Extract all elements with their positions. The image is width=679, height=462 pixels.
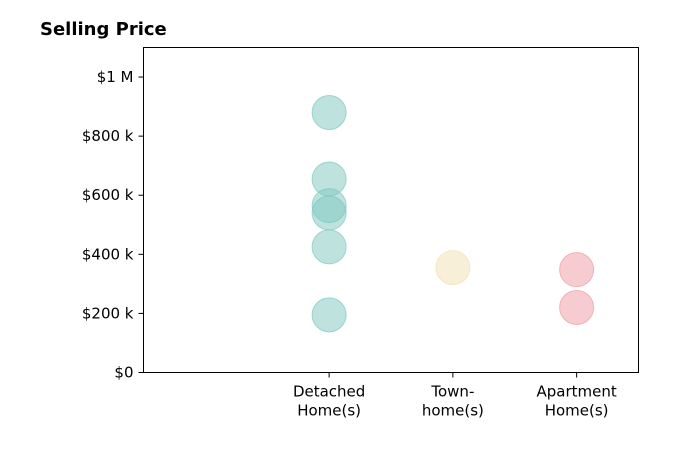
y-tick-label: $1 M	[97, 68, 134, 86]
y-axis: $0 $200 k $400 k $600 k $800 k $1 M	[82, 68, 144, 382]
data-point	[311, 195, 347, 231]
x-tick-label: Apartment Home(s)	[536, 383, 616, 420]
data-point	[435, 250, 471, 286]
y-tick-label: $400 k	[82, 245, 134, 263]
y-tick-label: $200 k	[82, 304, 134, 322]
y-tick-label: $800 k	[82, 127, 134, 145]
y-tick-label: $600 k	[82, 186, 134, 204]
x-axis: Detached Home(s) Town-home(s) Apartment Home…	[293, 372, 617, 420]
x-tick-label: Detached Home(s)	[293, 383, 365, 420]
data-point	[559, 252, 595, 288]
data-point	[559, 290, 595, 325]
x-tick-label: Town-home(s)	[422, 383, 484, 420]
y-tick-label: $0	[114, 364, 133, 382]
chart-title: Selling Price	[40, 19, 167, 40]
data-point	[311, 95, 347, 130]
data-point	[311, 297, 347, 333]
data-points	[311, 95, 595, 333]
data-point	[311, 229, 347, 265]
plot-frame	[143, 47, 639, 373]
